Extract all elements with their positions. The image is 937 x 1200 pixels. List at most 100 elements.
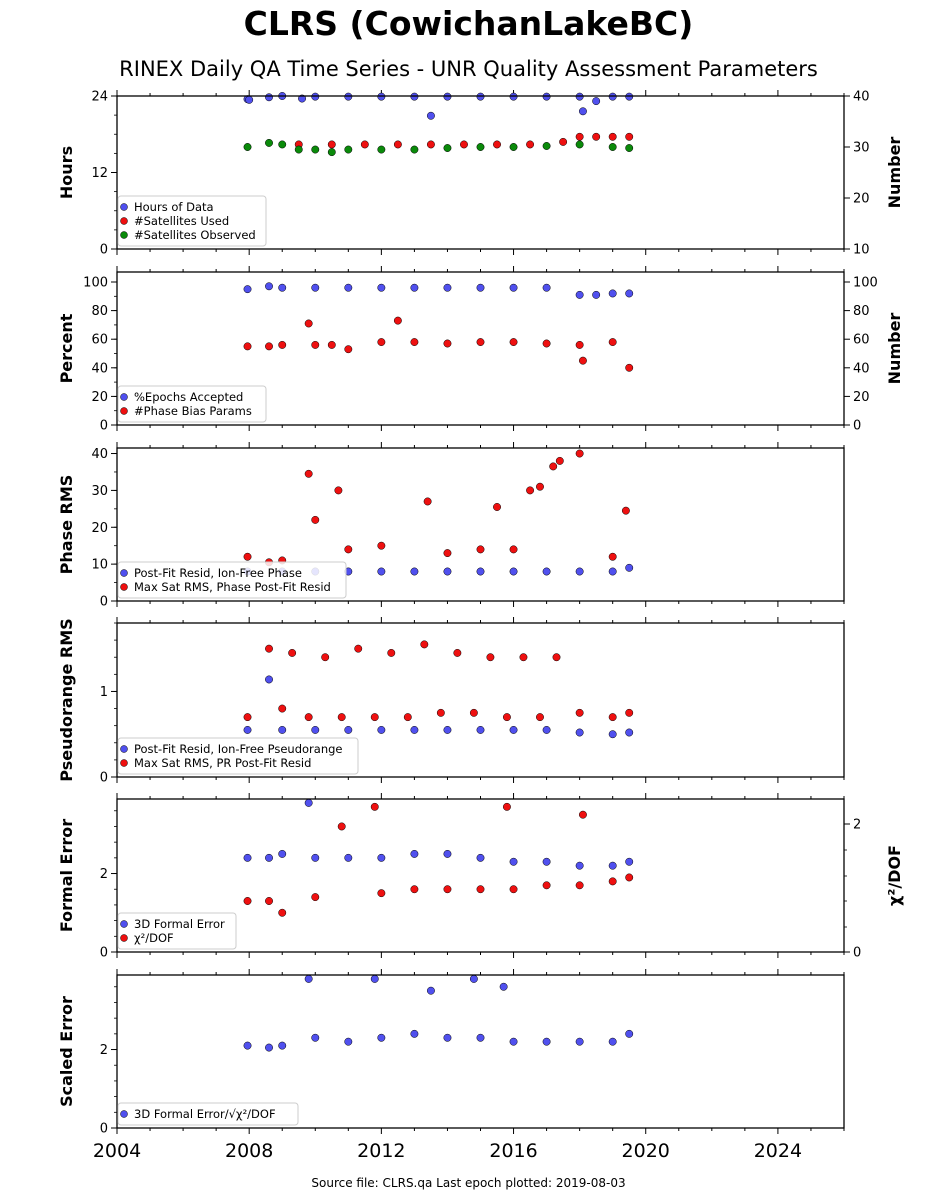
legend-label: Hours of Data (134, 200, 214, 214)
y-axis-title: Formal Error (57, 819, 76, 932)
data-point (608, 552, 617, 561)
data-point (393, 140, 402, 149)
data-point (608, 730, 617, 739)
data-point (509, 725, 518, 734)
y2-tick-label: 60 (853, 333, 870, 348)
data-point (265, 93, 273, 102)
y-tick-label: 0 (100, 946, 108, 961)
x-tick-label: 2008 (225, 1140, 273, 1162)
legend-box (117, 385, 267, 423)
y-tick-label: 100 (83, 276, 108, 291)
y-tick-label: 0 (100, 595, 108, 610)
data-point (575, 132, 584, 141)
legend: 3D Formal Error/√χ²/DOF (117, 1102, 299, 1126)
data-point (370, 713, 379, 722)
data-point (278, 283, 287, 292)
data-point (625, 144, 634, 152)
data-point (621, 506, 630, 515)
data-point (278, 908, 287, 917)
y2-axis-title: Number (885, 313, 904, 385)
y2-tick-label: 100 (853, 276, 878, 291)
data-point (575, 881, 584, 890)
y-tick-label: 30 (91, 484, 108, 499)
y-tick-label: 0 (100, 243, 108, 258)
legend-marker (120, 393, 128, 401)
data-point (278, 725, 287, 734)
chart-subtitle: RINEX Daily QA Time Series - UNR Quality… (119, 57, 818, 81)
data-point (278, 340, 287, 349)
panel-frame (116, 974, 845, 1129)
data-point (243, 1041, 252, 1050)
data-point (592, 132, 601, 141)
data-point (243, 342, 252, 351)
data-point (426, 986, 435, 995)
panel-frame (116, 798, 845, 953)
data-point (370, 802, 379, 811)
y2-tick-label: 20 (853, 390, 870, 405)
legend-label: #Satellites Used (134, 214, 229, 228)
data-point (552, 653, 561, 662)
data-point (410, 145, 419, 154)
series-3 (243, 138, 634, 157)
data-point (377, 541, 386, 550)
data-point (476, 545, 485, 554)
data-point (625, 363, 634, 372)
y-tick-label: 40 (91, 447, 108, 462)
data-point (608, 877, 617, 886)
legend-label: Max Sat RMS, PR Post-Fit Resid (134, 756, 311, 770)
legend-marker (120, 569, 128, 577)
data-point (304, 713, 313, 722)
y-tick-label: 0 (100, 771, 108, 786)
data-point (509, 283, 518, 292)
y2-tick-label: 2 (853, 818, 861, 833)
data-point (298, 94, 307, 103)
data-point (625, 857, 634, 866)
data-point (288, 648, 297, 657)
y-tick-label: 20 (91, 521, 108, 536)
y-tick-label: 80 (91, 304, 108, 319)
data-point (410, 849, 419, 858)
data-point (410, 283, 419, 292)
data-point (499, 982, 508, 991)
y-tick-label: 0 (100, 419, 108, 434)
data-point (426, 140, 435, 149)
data-point (476, 1033, 485, 1042)
data-point (311, 283, 320, 292)
data-point (377, 145, 386, 154)
data-point (509, 567, 518, 576)
legend-label: #Satellites Observed (134, 228, 256, 242)
legend-box (117, 195, 267, 247)
data-point (354, 644, 363, 653)
data-point (608, 713, 617, 722)
panel-4: 0 1 Pseudorange RMS Post-Fit Resid, Ion-Fre… (57, 617, 845, 786)
data-point (410, 885, 419, 894)
series-2 (243, 802, 634, 917)
x-tick-label: 2012 (357, 1140, 405, 1162)
y-tick-label: 40 (91, 361, 108, 376)
legend-marker (120, 203, 128, 211)
y2-axis-title: Number (885, 137, 904, 209)
x-tick-label: 2020 (622, 1140, 670, 1162)
data-point (377, 567, 386, 576)
data-point (278, 1041, 287, 1050)
data-point (453, 648, 462, 657)
data-point (423, 497, 432, 506)
data-point (625, 132, 634, 141)
data-point (337, 822, 346, 831)
data-point (493, 140, 501, 149)
y-axis-title: Phase RMS (57, 475, 76, 575)
data-point (443, 567, 452, 576)
legend-box (117, 561, 347, 599)
x-tick-label: 2024 (754, 1140, 802, 1162)
panel-2: 0 20 40 60 80 100 0 20 40 60 80 100 Percent Number %Ep… (57, 266, 904, 434)
data-point (344, 853, 353, 862)
data-point (592, 97, 601, 106)
y-tick-label: 1 (100, 685, 108, 700)
series-2 (294, 132, 634, 149)
data-point (509, 1037, 518, 1046)
data-point (393, 316, 402, 325)
